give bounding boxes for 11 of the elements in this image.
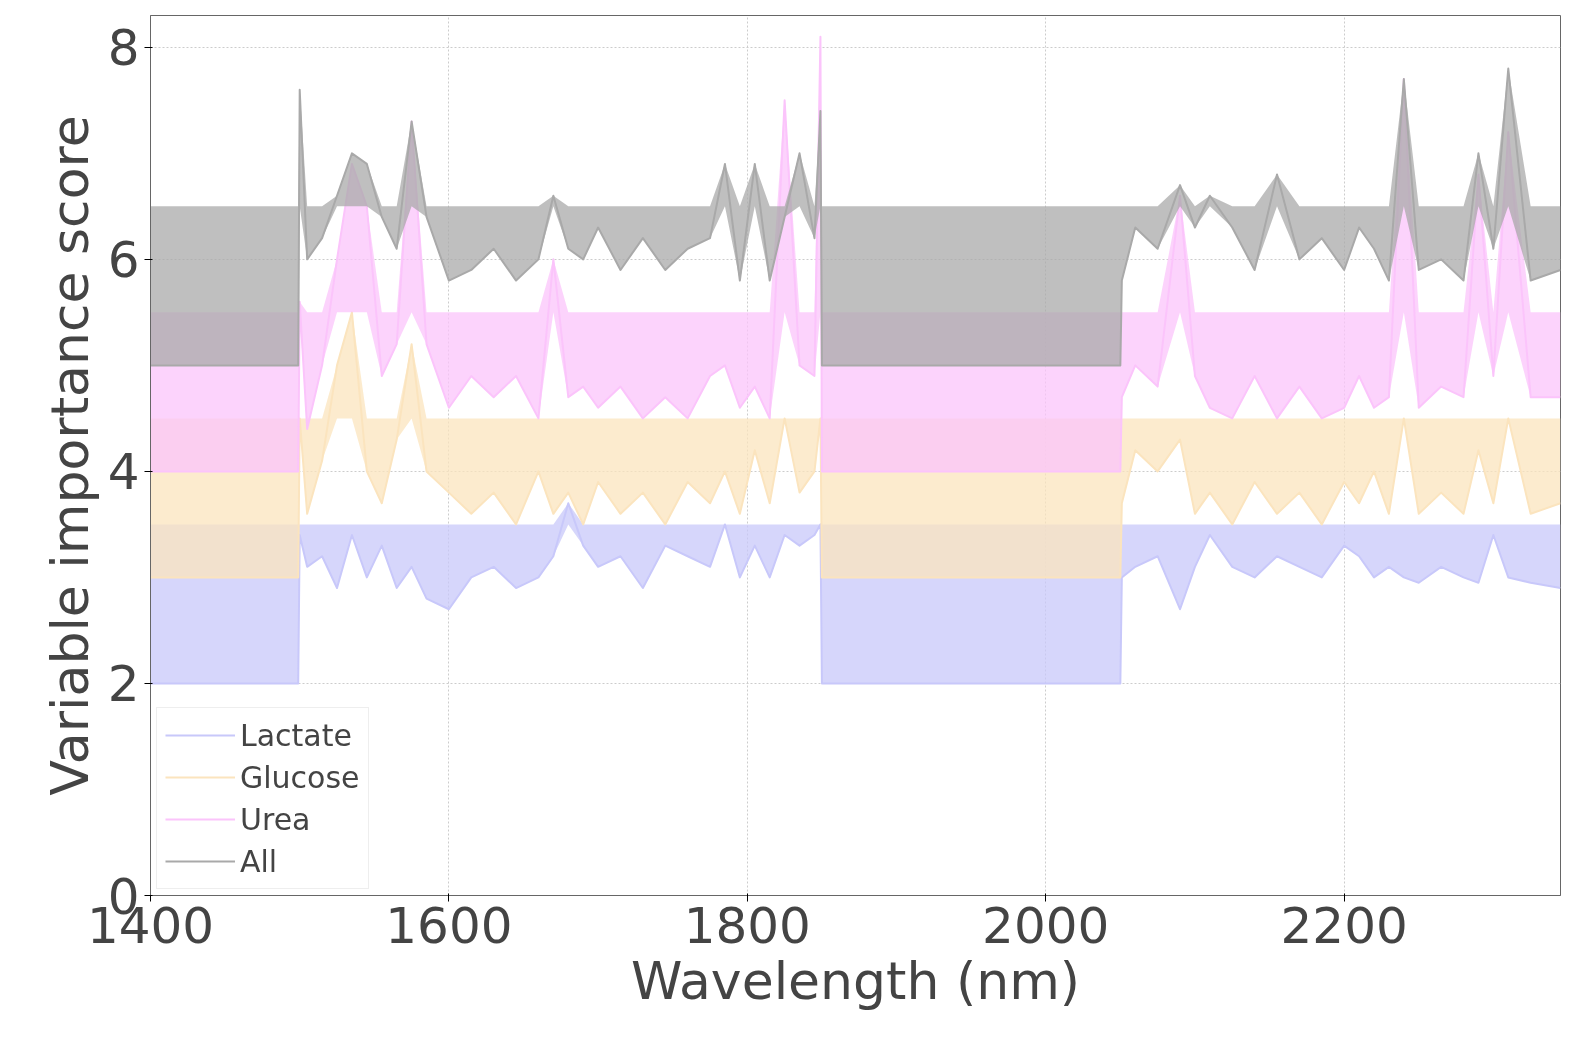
y-tick-label: 2 (107, 655, 140, 714)
x-tick-label: 1600 (385, 896, 513, 955)
y-tick-label: 6 (107, 231, 140, 290)
y-tick-label: 4 (107, 443, 140, 502)
x-tick-label: 2200 (1280, 896, 1408, 955)
legend-label: Lactate (240, 716, 352, 754)
y-axis-title: Variable importance score (39, 115, 100, 796)
legend-label: Glucose (240, 758, 360, 796)
legend-label: All (240, 842, 278, 880)
legend-label: Urea (240, 800, 311, 838)
y-tick-label: 8 (107, 19, 140, 78)
